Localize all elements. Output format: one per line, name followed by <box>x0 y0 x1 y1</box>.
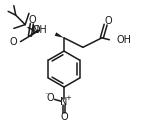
Text: ⁻: ⁻ <box>45 90 49 99</box>
Text: N: N <box>60 97 68 107</box>
Text: +: + <box>65 95 71 101</box>
Text: O: O <box>105 16 112 26</box>
Polygon shape <box>55 32 64 38</box>
Text: O: O <box>60 112 68 122</box>
Text: O: O <box>28 15 36 25</box>
Text: O: O <box>9 37 17 47</box>
Text: NH: NH <box>32 25 47 35</box>
Text: O: O <box>47 93 55 103</box>
Text: OH: OH <box>117 35 132 45</box>
Text: O: O <box>33 25 40 35</box>
